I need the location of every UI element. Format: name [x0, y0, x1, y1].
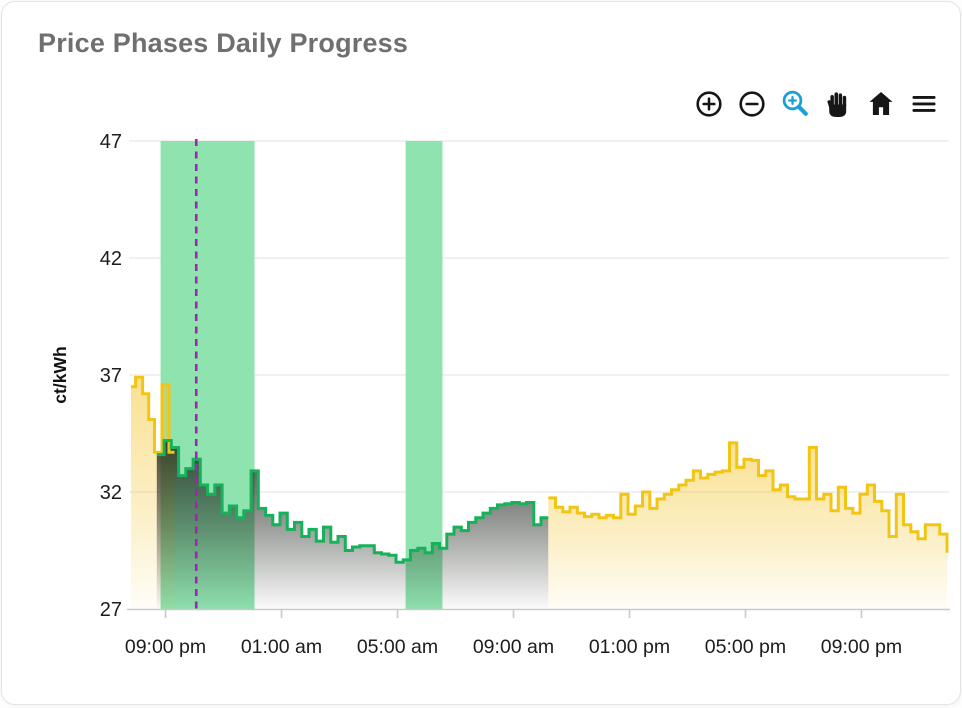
zoom-out-icon [739, 91, 765, 117]
pan-button[interactable] [820, 86, 856, 122]
y-tick-label: 32 [100, 482, 122, 504]
x-tick-label: 05:00 pm [705, 636, 786, 658]
y-tick-label: 42 [100, 248, 122, 270]
box-zoom-icon [782, 90, 808, 116]
cheap-phase-band-2 [405, 141, 443, 609]
menu-icon [912, 96, 936, 112]
home-button[interactable] [863, 86, 899, 122]
home-icon [869, 92, 893, 115]
box-zoom-button[interactable] [777, 86, 813, 122]
price-expensive-day-line [548, 441, 949, 553]
y-tick-label: 37 [100, 365, 122, 387]
price-cheap-night-line [156, 439, 549, 564]
price-cheap-night-area [156, 440, 549, 609]
x-tick-label: 09:00 am [473, 636, 554, 658]
pan-icon [827, 92, 847, 117]
series-areas [131, 377, 947, 609]
menu-button[interactable] [906, 86, 942, 122]
series-lines [131, 375, 949, 564]
x-tick-label: 01:00 pm [589, 636, 670, 658]
y-axis-title: ct/kWh [50, 346, 70, 403]
x-tick-label: 09:00 pm [821, 636, 902, 658]
x-tick-label: 09:00 pm [125, 636, 206, 658]
chart-title: Price Phases Daily Progress [38, 28, 409, 58]
chart-toolbar [691, 86, 942, 122]
x-axis: 09:00 pm 01:00 am 05:00 am 09:00 am 01:00 pm… [125, 608, 950, 658]
zoom-out-button[interactable] [734, 86, 770, 122]
price-expensive-evening-line [131, 375, 175, 454]
zoom-in-icon [696, 91, 722, 117]
y-axis: 27 32 37 42 47 ct/kWh [50, 131, 122, 621]
price-expensive-day-area [548, 442, 947, 609]
x-tick-label: 05:00 am [357, 636, 438, 658]
y-tick-label: 47 [100, 131, 122, 153]
gridlines [129, 140, 949, 493]
y-tick-label: 27 [100, 599, 122, 621]
zoom-in-button[interactable] [691, 86, 727, 122]
x-tick-label: 01:00 am [241, 636, 322, 658]
